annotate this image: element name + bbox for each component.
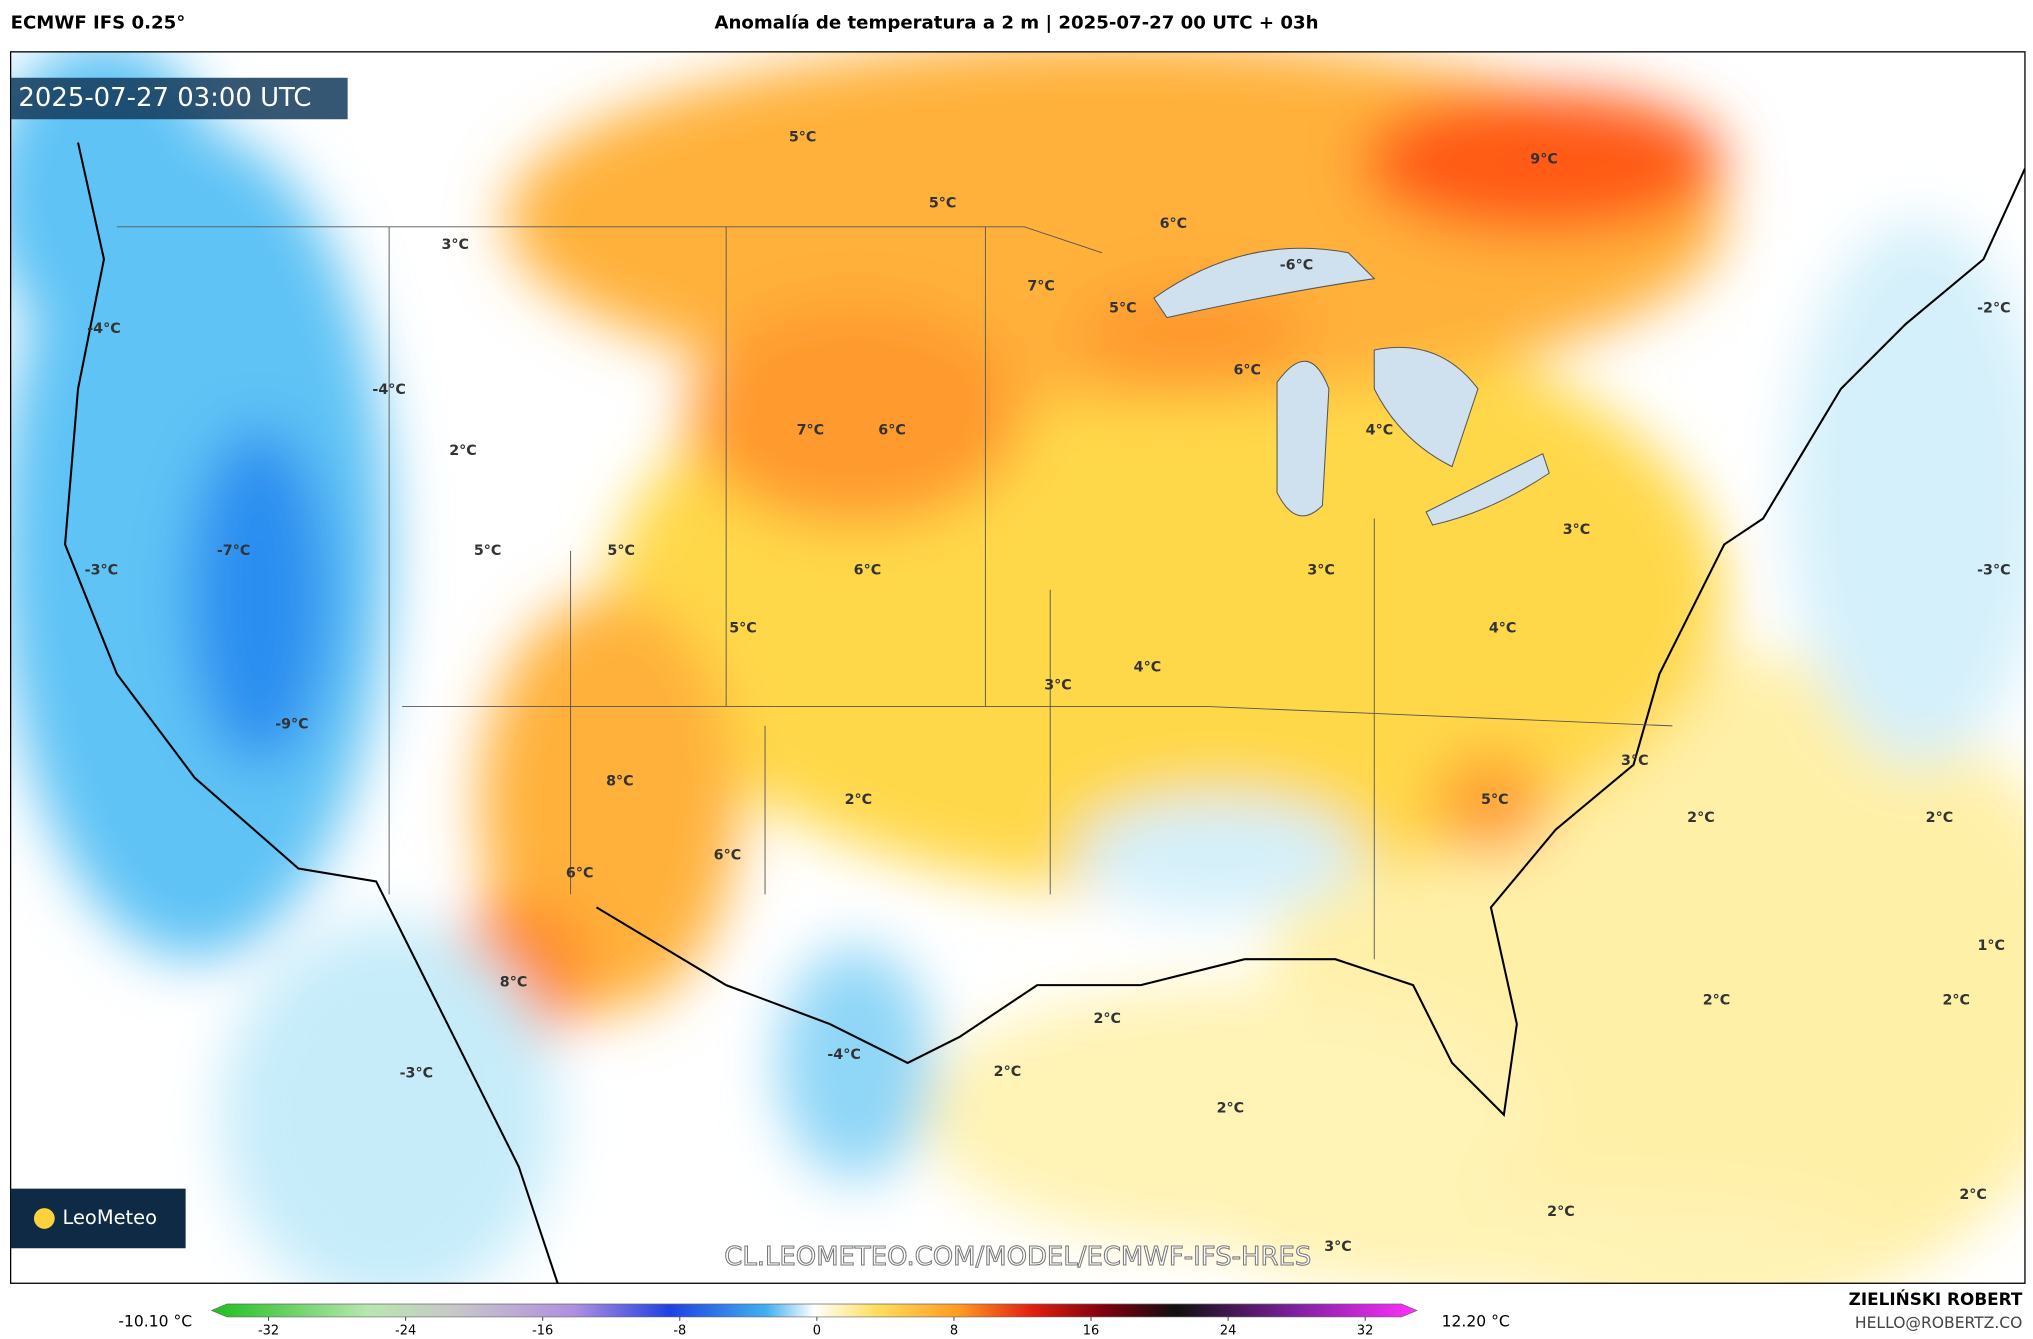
temperature-label: 6°C — [854, 562, 881, 578]
temperature-label: 6°C — [714, 848, 742, 864]
logo: LeoMeteo — [62, 1206, 157, 1229]
temperature-label: 2°C — [1217, 1100, 1244, 1116]
temperature-label: 5°C — [729, 621, 756, 637]
temperature-label: 4°C — [1134, 660, 1161, 676]
temperature-label: 3°C — [1044, 678, 1071, 694]
colorbar-min: -10.10 °C — [118, 1313, 192, 1331]
temperature-label: 8°C — [606, 774, 634, 790]
map — [10, 51, 2025, 1284]
temperature-label: 2°C — [1093, 1011, 1121, 1027]
colorbar-tick-label: -8 — [673, 1324, 686, 1339]
timestamp-box — [10, 77, 348, 120]
temperature-label: 6°C — [1160, 216, 1188, 232]
temperature-label: 8°C — [500, 975, 528, 991]
temperature-label: 1°C — [1978, 938, 2006, 954]
temperature-label: -7°C — [217, 543, 250, 559]
temperature-label: -4°C — [372, 382, 405, 398]
temperature-label: -9°C — [275, 717, 308, 733]
temperature-label: 3°C — [1563, 522, 1591, 538]
watermark: CL.LEOMETEO.COM/MODEL/ECMWF-IFS-HRES — [724, 1242, 1311, 1272]
temperature-label: 5°C — [789, 129, 817, 145]
colorbar-tick-label: 24 — [1220, 1324, 1236, 1339]
temperature-label: 2°C — [1703, 993, 1731, 1009]
temperature-label: -4°C — [827, 1047, 860, 1063]
temperature-label: 2°C — [1959, 1187, 1987, 1203]
timestamp: 2025-07-27 03:00 UTC — [18, 83, 311, 113]
temperature-label: 6°C — [878, 422, 906, 438]
temperature-label: 2°C — [449, 443, 476, 459]
temperature-label: 5°C — [607, 543, 635, 559]
temperature-label: 2°C — [1547, 1204, 1575, 1220]
temperature-label: 2°C — [1687, 810, 1715, 826]
temperature-label: 2°C — [845, 792, 873, 808]
temperature-label: 7°C — [797, 422, 825, 438]
colorbar-tick-label: 32 — [1357, 1324, 1373, 1339]
temperature-label: 3°C — [1307, 562, 1335, 578]
temperature-label: 2°C — [1926, 810, 1954, 826]
colorbar-tick-label: 0 — [813, 1324, 821, 1339]
colorbar-tick-label: -32 — [258, 1324, 279, 1339]
temperature-label: 3°C — [441, 237, 468, 253]
colorbar-max: 12.20 °C — [1442, 1313, 1510, 1331]
temperature-label: 5°C — [1109, 301, 1137, 317]
temperature-label: 3°C — [1324, 1239, 1352, 1255]
temperature-label: 6°C — [1233, 363, 1261, 379]
colorbar-tick-label: -16 — [532, 1324, 553, 1339]
temperature-label: 2°C — [1943, 993, 1971, 1009]
temperature-label: 5°C — [474, 543, 501, 559]
temperature-label: -3°C — [400, 1065, 433, 1081]
temperature-label: -3°C — [1977, 562, 2010, 578]
author: ZIELIŃSKI ROBERT — [1849, 1288, 2023, 1309]
colorbar-tick-label: -24 — [395, 1324, 416, 1339]
temperature-label: -3°C — [85, 562, 118, 578]
temperature-label: 5°C — [929, 196, 957, 212]
temperature-label: 3°C — [1621, 753, 1649, 769]
temperature-label: 4°C — [1489, 621, 1517, 637]
colorbar-tick-label: 8 — [950, 1324, 958, 1339]
temperature-label: -4°C — [87, 321, 120, 337]
model-name: ECMWF IFS 0.25° — [11, 12, 186, 33]
temperature-label: -6°C — [1280, 258, 1313, 274]
temperature-label: 2°C — [994, 1064, 1022, 1080]
temperature-label: 7°C — [1027, 278, 1055, 294]
temperature-label: 6°C — [566, 866, 594, 882]
temperature-label: -2°C — [1977, 301, 2010, 317]
temperature-label: 9°C — [1530, 151, 1558, 167]
colorbar — [210, 1303, 1418, 1318]
colorbar-tick-label: 16 — [1083, 1324, 1099, 1339]
temperature-label: 4°C — [1366, 422, 1394, 438]
email: HELLO@ROBERTZ.CO — [1855, 1314, 2022, 1332]
temperature-label: 5°C — [1481, 792, 1509, 808]
map-title: Anomalía de temperatura a 2 m | 2025-07-… — [714, 12, 1318, 33]
